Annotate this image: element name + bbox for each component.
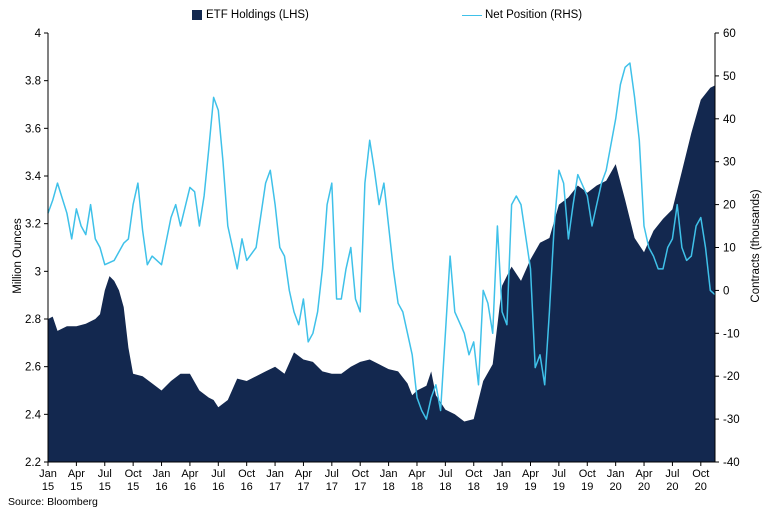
x-tick-label-year: 20 (695, 481, 707, 493)
source-note: Source: Bloomberg (8, 496, 98, 508)
x-tick-label-year: 18 (439, 481, 451, 493)
right-tick-label: 10 (723, 243, 736, 255)
x-tick-label-year: 15 (99, 481, 111, 493)
x-tick-label-month: Jul (325, 468, 339, 480)
right-tick-label: 30 (723, 157, 736, 169)
x-tick-label-year: 17 (269, 481, 281, 493)
left-axis-label: Million Ounces (12, 218, 24, 294)
x-tick-label-year: 19 (524, 481, 536, 493)
x-tick-label-month: Jul (98, 468, 112, 480)
x-tick-label-year: 17 (354, 481, 366, 493)
x-tick-label-month: Oct (465, 468, 482, 480)
legend-etf-swatch (192, 10, 202, 20)
left-tick-label: 3.8 (25, 76, 41, 88)
x-tick-label-month: Oct (125, 468, 142, 480)
legend-etf-label: ETF Holdings (LHS) (206, 9, 309, 21)
x-tick-label-month: Jul (438, 468, 452, 480)
right-tick-label: 50 (723, 71, 736, 83)
x-tick-label-month: Apr (295, 468, 312, 480)
left-tick-label: 2.2 (25, 457, 41, 469)
x-tick-label-year: 20 (666, 481, 678, 493)
x-tick-label-month: Apr (68, 468, 85, 480)
right-axis-label: Contracts (thousands) (750, 189, 762, 303)
x-tick-label-month: Apr (522, 468, 539, 480)
legend-net-swatch (462, 14, 482, 16)
x-tick-label-month: Oct (352, 468, 369, 480)
left-tick-label: 4 (35, 28, 42, 40)
x-tick-label-year: 15 (127, 481, 139, 493)
left-tick-label: 3.4 (25, 171, 42, 183)
x-tick-label-month: Jan (493, 468, 511, 480)
x-tick-label-year: 15 (42, 481, 54, 493)
right-tick-label: 60 (723, 28, 736, 40)
right-tick-label: 0 (723, 285, 729, 297)
right-tick-label: -20 (723, 371, 740, 383)
left-tick-label: 3 (35, 266, 41, 278)
left-tick-label: 2.8 (25, 314, 41, 326)
x-tick-label-year: 18 (468, 481, 480, 493)
x-tick-label-year: 16 (241, 481, 253, 493)
right-tick-label: 40 (723, 114, 736, 126)
etf-holdings-area (48, 85, 715, 463)
left-tick-label: 3.6 (25, 123, 41, 135)
x-tick-label-month: Jul (552, 468, 566, 480)
x-tick-label-year: 18 (411, 481, 423, 493)
legend-net-label: Net Position (RHS) (485, 9, 583, 21)
legend-etf: ETF Holdings (LHS) (192, 9, 309, 21)
x-tick-label-year: 20 (638, 481, 650, 493)
x-tick-label-year: 19 (553, 481, 565, 493)
legend-net: Net Position (RHS) (462, 9, 582, 21)
x-tick-label-year: 17 (297, 481, 309, 493)
x-tick-label-month: Jul (211, 468, 225, 480)
x-tick-label-month: Oct (579, 468, 596, 480)
x-tick-label-year: 18 (382, 481, 394, 493)
right-tick-label: 20 (723, 200, 736, 212)
x-tick-label-month: Jan (266, 468, 284, 480)
x-tick-label-year: 16 (155, 481, 167, 493)
left-tick-label: 3.2 (25, 219, 41, 231)
right-tick-label: -10 (723, 328, 740, 340)
net-position-line (47, 62, 716, 420)
x-tick-label-month: Oct (238, 468, 255, 480)
left-tick-label: 2.6 (25, 362, 41, 374)
x-tick-label-year: 16 (184, 481, 196, 493)
left-tick-label: 2.4 (25, 409, 42, 421)
x-tick-label-month: Oct (692, 468, 709, 480)
x-tick-label-month: Jul (665, 468, 679, 480)
x-tick-label-year: 16 (212, 481, 224, 493)
x-tick-label-month: Apr (635, 468, 652, 480)
x-tick-label-month: Jan (153, 468, 171, 480)
x-tick-label-month: Jan (607, 468, 625, 480)
x-tick-label-year: 19 (581, 481, 593, 493)
x-tick-label-year: 15 (70, 481, 82, 493)
x-tick-label-month: Apr (408, 468, 425, 480)
right-tick-label: -30 (723, 414, 740, 426)
x-tick-label-year: 17 (326, 481, 338, 493)
x-tick-label-month: Jan (39, 468, 57, 480)
x-tick-label-month: Apr (181, 468, 198, 480)
x-tick-label-year: 20 (610, 481, 622, 493)
right-tick-label: -40 (723, 457, 740, 469)
x-tick-label-month: Jan (380, 468, 398, 480)
x-tick-label-year: 19 (496, 481, 508, 493)
